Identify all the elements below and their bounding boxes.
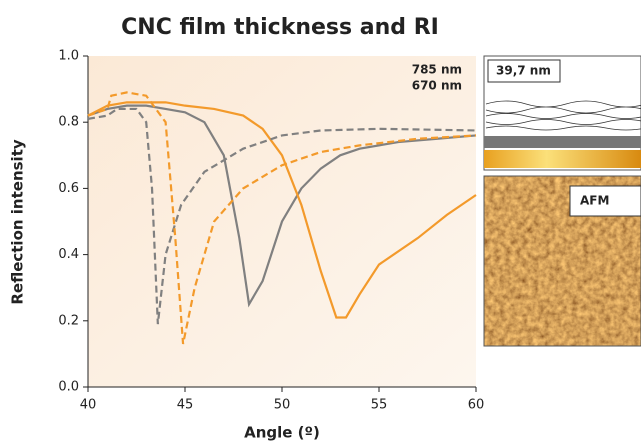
inset-afm: AFM (484, 176, 641, 346)
gold-layer (484, 150, 641, 168)
thickness-label: 39,7 nm (496, 64, 551, 78)
x-axis-label: Angle (º) (244, 424, 320, 442)
legend-entry: 670 nm (412, 79, 462, 93)
chart: CNC film thickness and RI Angle (º) Refl… (0, 0, 641, 443)
y-tick-label: 0.2 (58, 313, 79, 328)
chart-title: CNC film thickness and RI (121, 15, 439, 40)
x-tick-label: 45 (177, 398, 194, 413)
adhesion-layer (484, 136, 641, 148)
x-tick-label: 60 (468, 398, 485, 413)
x-tick-label: 55 (371, 398, 388, 413)
y-tick-label: 0.8 (58, 115, 79, 130)
afm-label: AFM (580, 194, 609, 208)
x-tick-label: 40 (80, 398, 97, 413)
legend-entry: 785 nm (412, 63, 462, 77)
y-tick-label: 0.4 (58, 247, 79, 262)
x-tick-label: 50 (274, 398, 291, 413)
y-tick-label: 1.0 (58, 49, 79, 64)
y-axis-label: Reflection intensity (9, 139, 27, 305)
y-tick-label: 0.6 (58, 181, 79, 196)
y-tick-label: 0.0 (58, 380, 79, 395)
inset-layers: 39,7 nm (484, 56, 641, 170)
